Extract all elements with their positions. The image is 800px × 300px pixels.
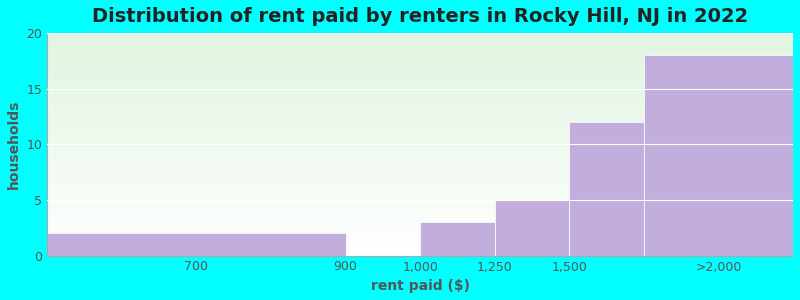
Bar: [494, 200, 570, 256]
Bar: [570, 122, 644, 256]
Bar: [47, 233, 346, 256]
Title: Distribution of rent paid by renters in Rocky Hill, NJ in 2022: Distribution of rent paid by renters in …: [92, 7, 748, 26]
X-axis label: rent paid ($): rent paid ($): [370, 279, 470, 293]
Bar: [420, 222, 494, 256]
Y-axis label: households: households: [7, 100, 21, 189]
Bar: [644, 55, 793, 256]
